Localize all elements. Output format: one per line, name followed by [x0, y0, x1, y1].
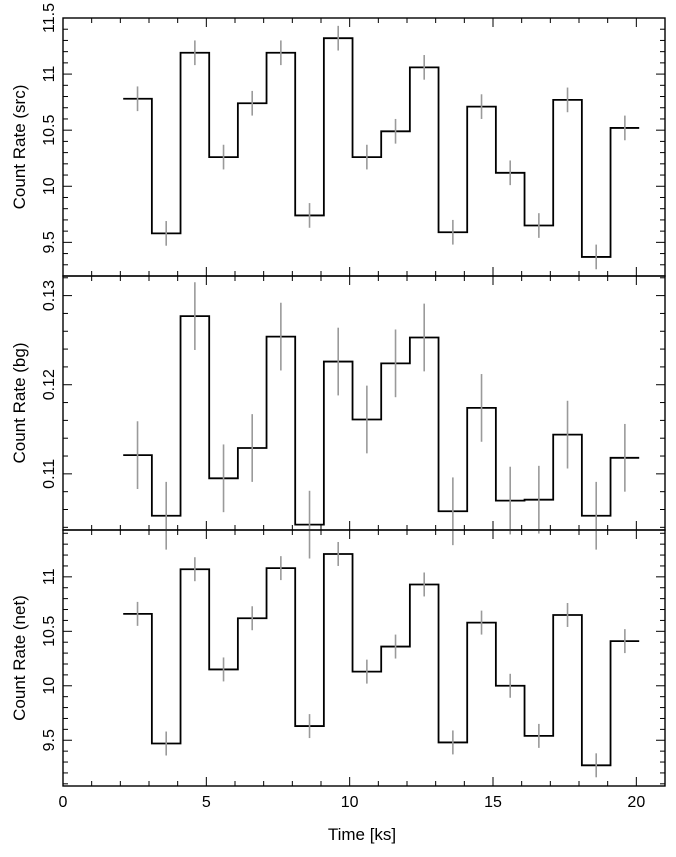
step-series	[123, 553, 640, 767]
step-series	[123, 37, 640, 258]
panel-3: 9.5 10 10.5 11 Count Rate (net)	[10, 529, 666, 787]
y-tick-label: 0.12	[41, 369, 58, 400]
panel-frame	[62, 529, 666, 787]
y-axis-label: Count Rate (bg)	[10, 343, 29, 464]
panel-2: 0.11 0.12 0.13 Count Rate (bg)	[10, 275, 666, 559]
y-tick-label: 11	[41, 568, 58, 585]
y-tick-label: 11.5	[41, 3, 58, 33]
x-tick-label: 0	[59, 794, 68, 811]
panel-1: 9.5 10 10.5 11 11.5 Count Rate (src)	[10, 3, 666, 277]
y-tick-label: 9.5	[41, 729, 58, 751]
x-tick-label: 20	[627, 794, 645, 811]
x-axis: 0 5 10 15 20	[59, 794, 646, 811]
y-tick-label: 0.13	[41, 280, 58, 311]
panel-frame	[62, 17, 666, 277]
y-tick-label: 11	[41, 66, 58, 83]
y-tick-label: 10.5	[41, 115, 58, 146]
y-tick-label: 9.5	[41, 231, 58, 253]
panel-frame	[62, 275, 666, 531]
step-series	[123, 315, 640, 526]
y-tick-label: 10.5	[41, 616, 58, 647]
x-axis-label: Time [ks]	[328, 825, 396, 844]
y-axis-label: Count Rate (src)	[10, 85, 29, 210]
x-tick-label: 10	[341, 794, 359, 811]
x-tick-label: 5	[202, 794, 211, 811]
x-tick-label: 15	[484, 794, 502, 811]
y-tick-label: 10	[41, 677, 58, 695]
y-tick-label: 0.11	[41, 459, 58, 489]
y-axis-label: Count Rate (net)	[10, 595, 29, 721]
y-tick-label: 10	[41, 177, 58, 195]
